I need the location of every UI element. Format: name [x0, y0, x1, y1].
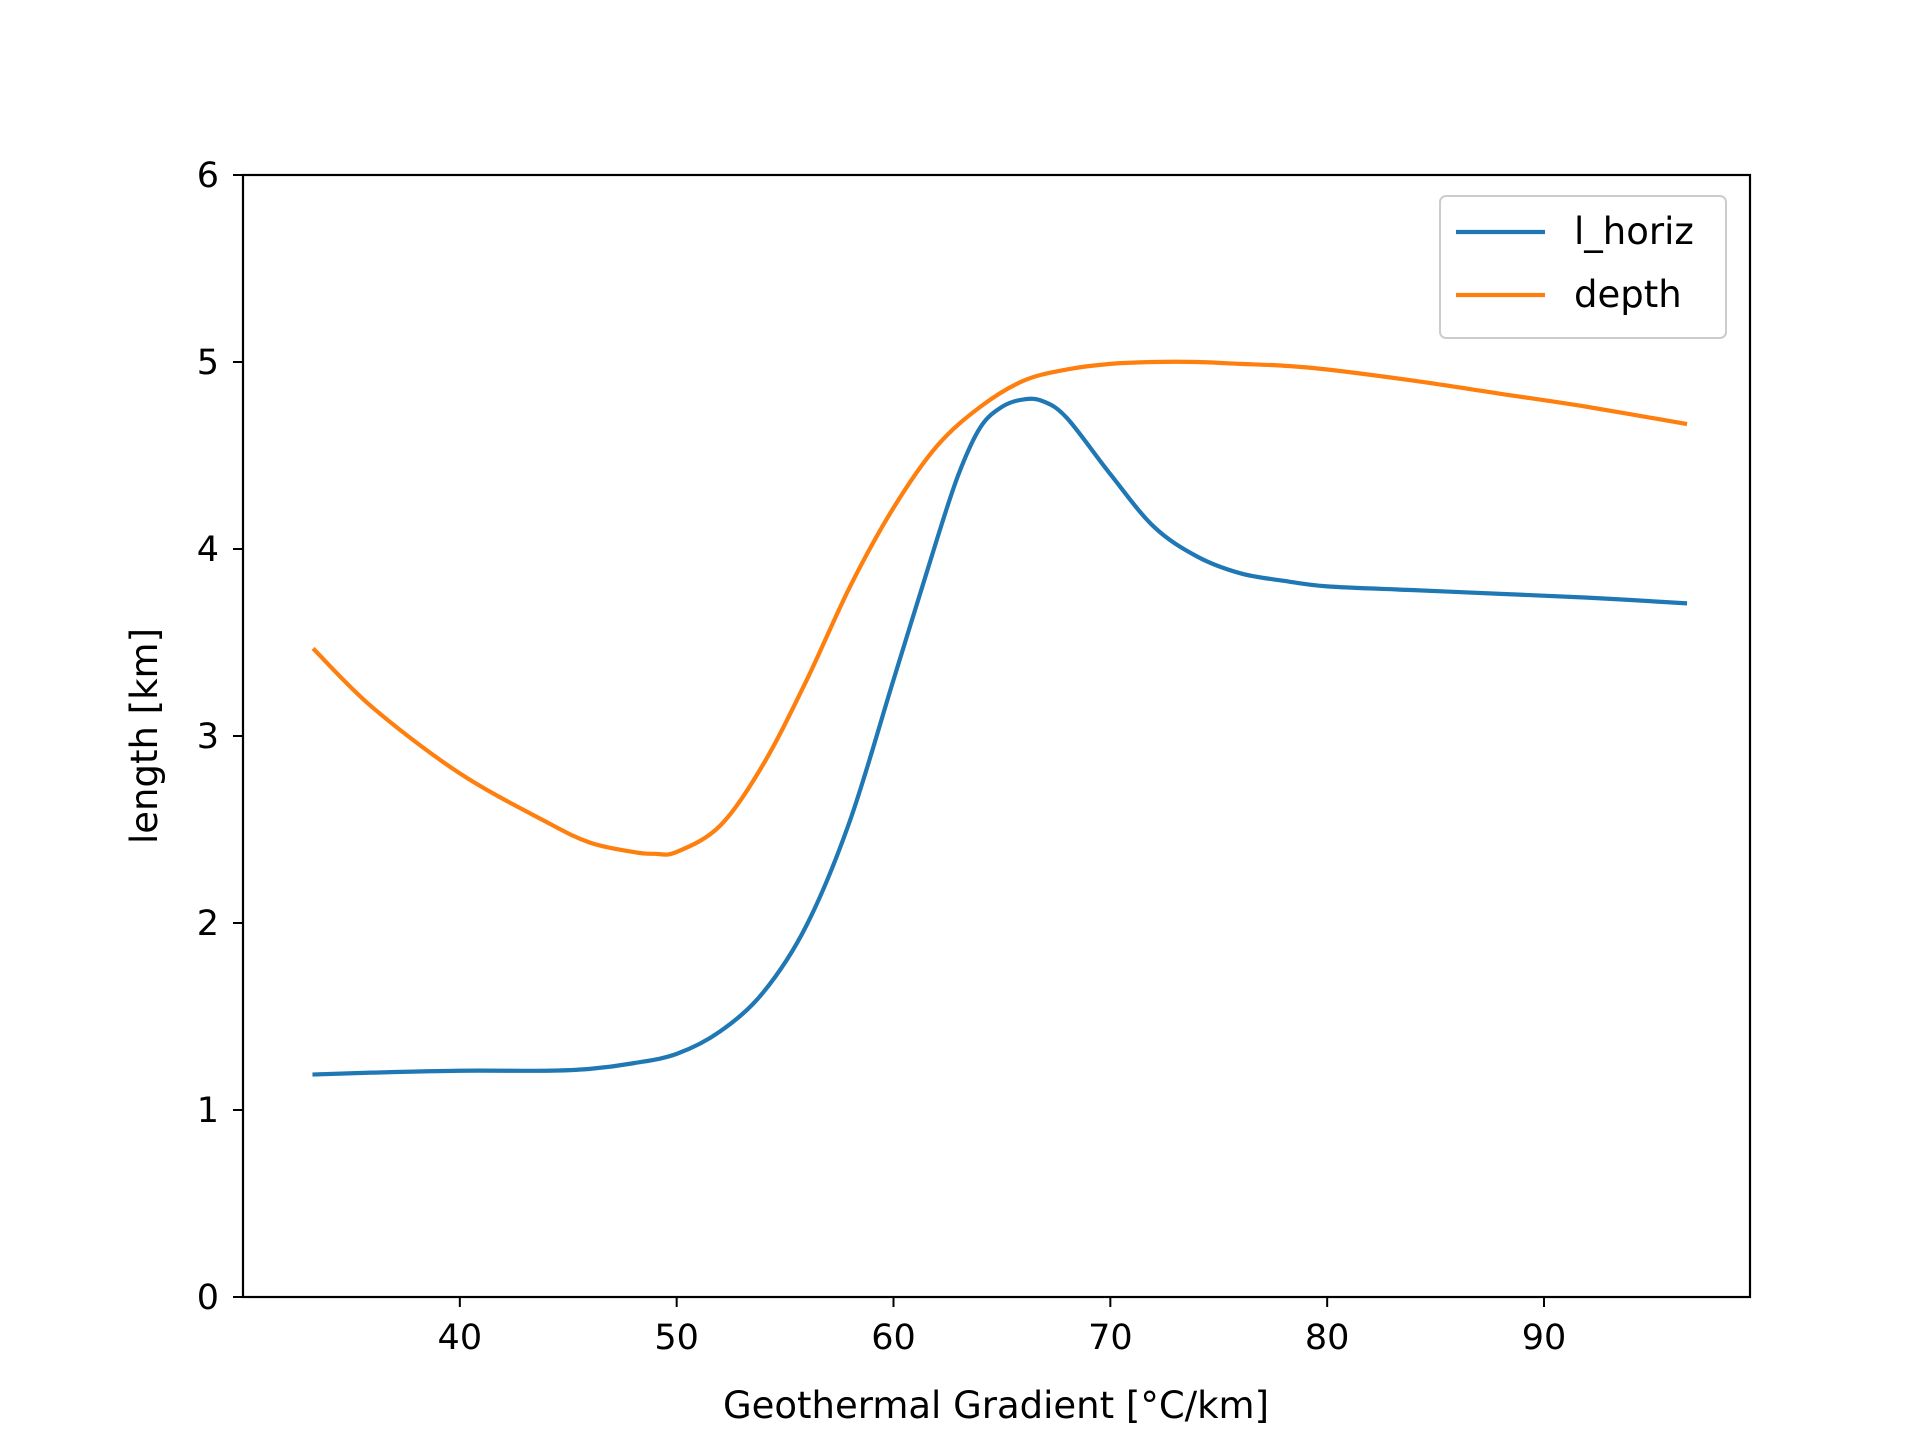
x-tick-label: 60: [871, 1318, 916, 1358]
series-line-l-horiz: [312, 396, 1688, 1077]
y-axis: 0 1 2 3 4 5 6: [197, 156, 243, 1318]
y-axis-label: length [km]: [123, 628, 166, 844]
y-tick-label: 2: [197, 904, 219, 944]
y-tick-label: 0: [197, 1278, 219, 1318]
series-layer: [311, 359, 1688, 1077]
legend: l_horiz depth: [1439, 195, 1727, 339]
legend-label-depth: depth: [1574, 273, 1682, 316]
y-tick-label: 4: [197, 530, 219, 570]
x-tick-label: 40: [438, 1318, 483, 1358]
series-line-depth: [311, 359, 1688, 857]
y-tick-label: 3: [197, 717, 219, 757]
x-axis-label: Geothermal Gradient [°C/km]: [723, 1384, 1269, 1427]
x-tick-label: 50: [654, 1318, 699, 1358]
y-tick-label: 6: [197, 156, 219, 196]
x-tick-label: 70: [1088, 1318, 1133, 1358]
legend-label-l-horiz: l_horiz: [1574, 210, 1694, 253]
x-axis: 40 50 60 70 80 90: [438, 1297, 1567, 1358]
x-tick-label: 90: [1522, 1318, 1567, 1358]
y-tick-label: 5: [197, 343, 219, 383]
y-tick-label: 1: [197, 1091, 219, 1131]
x-tick-label: 80: [1305, 1318, 1350, 1358]
